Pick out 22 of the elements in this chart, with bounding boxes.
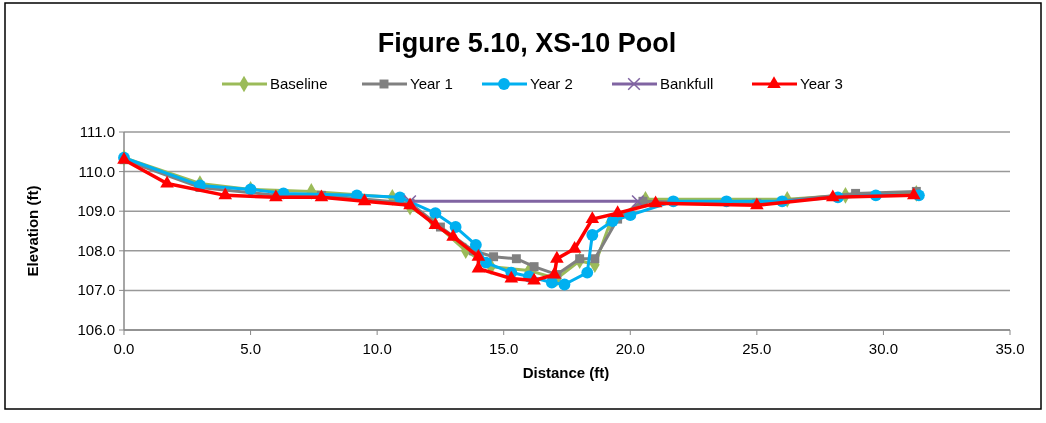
x-tick-label: 30.0 (868, 340, 899, 357)
legend-label: Baseline (270, 75, 328, 92)
legend-label: Year 1 (410, 75, 453, 92)
y-tick-label: 111.0 (79, 123, 115, 140)
x-tick-label: 20.0 (615, 340, 645, 357)
y-axis-title: Elevation (ft) (24, 185, 41, 277)
y-tick-label: 108.0 (77, 241, 115, 259)
chart-title: Figure 5.10, XS-10 Pool (377, 28, 677, 58)
x-tick-label: 0.0 (113, 340, 135, 357)
y-tick-label: 107.0 (77, 281, 115, 299)
x-tick-label: 15.0 (489, 340, 519, 357)
x-tick-label: 10.0 (362, 340, 392, 357)
y-tick-label: 110.0 (78, 162, 115, 180)
y-tick-label: 106.0 (77, 321, 115, 338)
legend-label: Bankfull (660, 75, 714, 92)
x-axis-title: Distance (ft) (522, 364, 610, 381)
x-tick-label: 25.0 (742, 340, 772, 357)
legend-label: Year 2 (530, 75, 573, 92)
x-tick-label: 35.0 (995, 340, 1025, 357)
x-tick-label: 5.0 (240, 340, 261, 357)
y-tick-label: 109.0 (77, 202, 115, 220)
legend-label: Year 3 (800, 75, 843, 92)
